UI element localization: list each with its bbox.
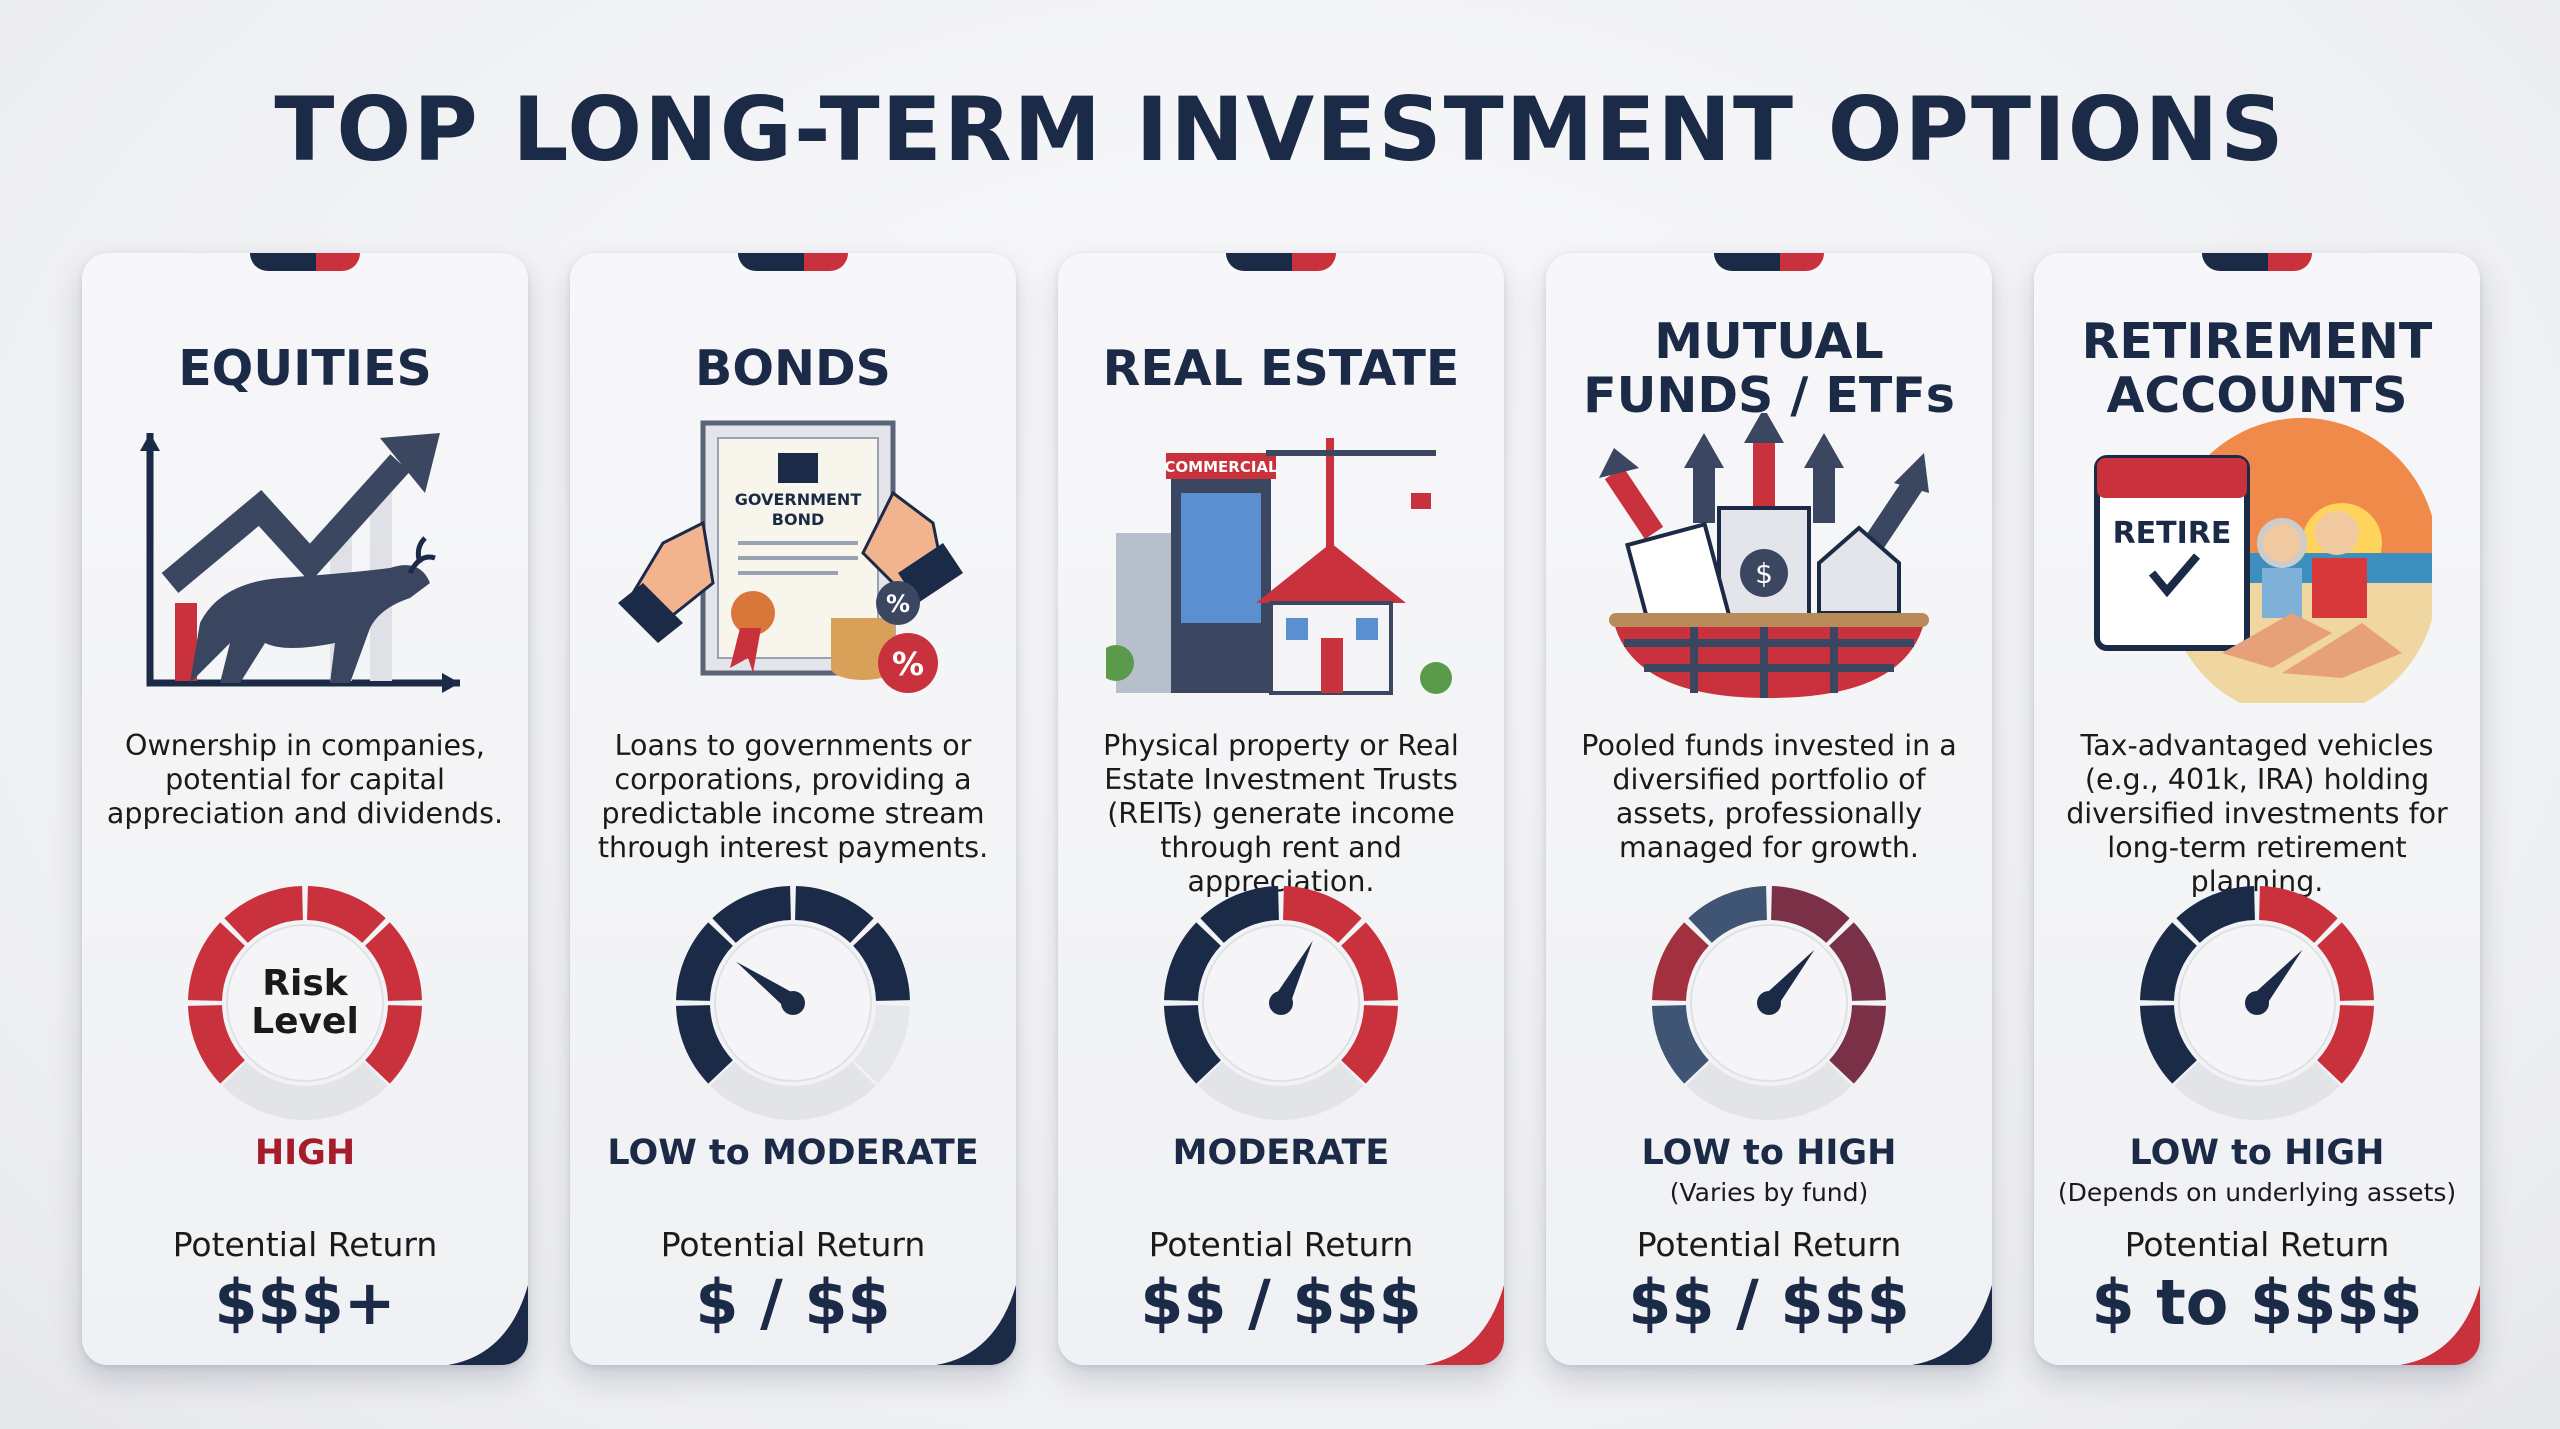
card-bonds: BONDS GOVERNMENT BOND%% Loans to governme… [570, 253, 1016, 1365]
gauge-segment [794, 886, 874, 944]
gauge-segment [1164, 922, 1222, 1002]
gauge-segment [676, 1004, 734, 1084]
corner-accent [2400, 1285, 2480, 1365]
svg-text:%: % [886, 590, 910, 618]
card-description: Pooled funds invested in a diversified p… [1581, 729, 1957, 864]
card-title: REAL ESTATE [1102, 340, 1460, 397]
card-description: Ownership in companies, potential for ca… [106, 729, 504, 830]
gauge-label: Risk Level [251, 963, 359, 1042]
gauge-segment [1164, 1004, 1222, 1084]
gauge-segment [2140, 922, 2198, 1002]
bull-market-chart-icon [130, 413, 480, 703]
gauge-segment [1652, 922, 1710, 1002]
gauge-segment [852, 1004, 910, 1084]
card-equities: EQUITIES Ownership in companies, potenti… [82, 253, 528, 1365]
gauge-segment [1340, 1004, 1398, 1084]
svg-text:$: $ [1755, 557, 1773, 590]
gauge-segment [1828, 1004, 1886, 1084]
return-label: Potential Return [2124, 1225, 2390, 1264]
card-retirement-accounts: RETIREMENT ACCOUNTS RETIRE Tax-advantage… [2034, 253, 2480, 1365]
card-mutual-funds-etfs: MUTUAL FUNDS / ETFs $ Pooled funds inves… [1546, 253, 1992, 1365]
return-label: Potential Return [1636, 1225, 1902, 1264]
gauge-segment [1688, 886, 1768, 944]
risk-note: (Depends on underlying assets) [2057, 1178, 2457, 1207]
diversified-basket-icon: $ [1594, 408, 1944, 703]
corner-accent [448, 1285, 528, 1365]
retirement-calendar-beach-icon: RETIRE [2082, 413, 2437, 718]
card-description: Loans to governments or corporations, pr… [597, 729, 989, 864]
return-label: Potential Return [660, 1225, 926, 1264]
card-description: Tax-advantaged vehicles (e.g., 401k, IRA… [2066, 729, 2448, 898]
card-title: EQUITIES [178, 340, 432, 397]
return-value: $$ / $$$ [1140, 1266, 1422, 1339]
risk-level: LOW to HIGH [1641, 1133, 1897, 1173]
return-label: Potential Return [1148, 1225, 1414, 1264]
card-top-tab [738, 253, 848, 271]
gauge-segment [224, 886, 304, 944]
svg-text:COMMERCIAL: COMMERCIAL [1164, 458, 1278, 476]
commercial-buildings-house-icon: COMMERCIAL [1098, 413, 1456, 703]
risk-gauge: Risk Level [188, 886, 422, 1120]
gauge-label-line: Level [251, 1001, 359, 1042]
card-top-tab [1714, 253, 1824, 271]
gauge-needle [1272, 940, 1313, 1008]
government-bond-certificate-icon: GOVERNMENT BOND%% [618, 413, 968, 703]
risk-level: MODERATE [1172, 1133, 1390, 1173]
corner-accent [1912, 1285, 1992, 1365]
gauge-segment [2140, 1004, 2198, 1084]
gauge-segment [1652, 1004, 1710, 1084]
card-title: RETIREMENT ACCOUNTS [2081, 313, 2433, 424]
gauge-segment [364, 922, 422, 1002]
card-top-tab [1226, 253, 1336, 271]
card-title: BONDS [695, 340, 891, 397]
return-value: $$$+ [214, 1266, 396, 1339]
gauge-segment [2316, 922, 2374, 1002]
investment-cards: EQUITIES Ownership in companies, potenti… [82, 253, 2480, 1365]
gauge-segment [852, 922, 910, 1002]
return-value: $ / $$ [695, 1266, 891, 1339]
gauge-segment [188, 922, 246, 1002]
gauge-segment [188, 1004, 246, 1084]
corner-accent [1424, 1285, 1504, 1365]
risk-level: LOW to MODERATE [607, 1133, 979, 1173]
gauge-segment [1340, 922, 1398, 1002]
gauge-segment [2258, 886, 2338, 944]
corner-accent [936, 1285, 1016, 1365]
card-top-tab [250, 253, 360, 271]
card-top-tab [2202, 253, 2312, 271]
gauge-segment [712, 886, 792, 944]
gauge-segment [1282, 886, 1362, 944]
return-value: $$ / $$$ [1628, 1266, 1910, 1339]
page-title: TOP LONG-TERM INVESTMENT OPTIONS [274, 78, 2286, 181]
risk-gauge [1164, 886, 1398, 1120]
risk-level: HIGH [254, 1133, 356, 1173]
risk-level: LOW to HIGH [2129, 1133, 2385, 1173]
card-description: Physical property or Real Estate Investm… [1103, 729, 1459, 898]
gauge-segment [1770, 886, 1850, 944]
gauge-segment [2316, 1004, 2374, 1084]
gauge-segment [364, 1004, 422, 1084]
gauge-segment [676, 922, 734, 1002]
card-title: MUTUAL FUNDS / ETFs [1583, 313, 1955, 424]
svg-text:RETIRE: RETIRE [2113, 516, 2232, 551]
gauge-segment [1828, 922, 1886, 1002]
svg-text:%: % [892, 645, 924, 683]
return-label: Potential Return [172, 1225, 438, 1264]
return-value: $ to $$$$ [2091, 1266, 2423, 1339]
card-real-estate: REAL ESTATE COMMERCIAL Physical property… [1058, 253, 1504, 1365]
gauge-segment [1200, 886, 1280, 944]
gauge-segment [306, 886, 386, 944]
gauge-segment [2176, 886, 2256, 944]
risk-gauge [1652, 886, 1886, 1120]
risk-note: (Varies by fund) [1669, 1178, 1869, 1207]
risk-gauge [2140, 886, 2374, 1120]
svg-text:BOND: BOND [772, 510, 824, 529]
risk-gauge [676, 886, 910, 1120]
svg-text:GOVERNMENT: GOVERNMENT [735, 490, 862, 509]
